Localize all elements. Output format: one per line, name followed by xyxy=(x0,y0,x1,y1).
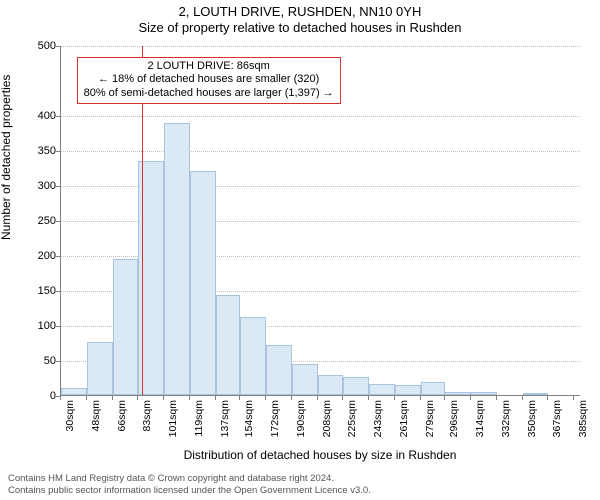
histogram-bar xyxy=(523,393,548,395)
title-main: 2, LOUTH DRIVE, RUSHDEN, NN10 0YH xyxy=(0,4,600,19)
annotation-line-2: ← 18% of detached houses are smaller (32… xyxy=(84,73,334,87)
x-tick-label: 279sqm xyxy=(424,400,436,437)
x-tick-label: 296sqm xyxy=(448,400,460,437)
x-tick-mark xyxy=(112,396,113,400)
x-tick-mark xyxy=(86,396,87,400)
histogram-bar xyxy=(343,377,369,395)
x-tick-mark xyxy=(420,396,421,400)
x-tick-mark xyxy=(291,396,292,400)
y-tick-label: 250 xyxy=(16,215,56,227)
histogram-bar xyxy=(240,317,266,395)
footer-line-2: Contains public sector information licen… xyxy=(8,485,371,496)
histogram-bar xyxy=(87,342,113,395)
x-tick-label: 83sqm xyxy=(141,400,153,432)
x-tick-label: 172sqm xyxy=(269,400,281,437)
gridline xyxy=(61,151,580,152)
x-tick-mark xyxy=(189,396,190,400)
histogram-bar xyxy=(395,385,421,395)
x-tick-mark xyxy=(265,396,266,400)
x-tick-label: 350sqm xyxy=(526,400,538,437)
x-tick-label: 225sqm xyxy=(346,400,358,437)
y-tick-label: 150 xyxy=(16,285,56,297)
histogram-bar xyxy=(421,382,446,395)
y-tick-label: 300 xyxy=(16,180,56,192)
x-tick-label: 243sqm xyxy=(372,400,384,437)
x-tick-mark xyxy=(522,396,523,400)
x-tick-mark xyxy=(573,396,574,400)
title-sub: Size of property relative to detached ho… xyxy=(0,20,600,35)
x-axis-label: Distribution of detached houses by size … xyxy=(60,448,580,462)
y-tick-label: 100 xyxy=(16,320,56,332)
footer-text: Contains HM Land Registry data © Crown c… xyxy=(8,473,592,496)
y-tick-label: 200 xyxy=(16,250,56,262)
histogram-bar xyxy=(292,364,318,396)
histogram-bar xyxy=(369,384,395,395)
x-tick-label: 261sqm xyxy=(398,400,410,437)
histogram-bar xyxy=(190,171,216,395)
annotation-line-1: 2 LOUTH DRIVE: 86sqm xyxy=(84,60,334,74)
x-tick-label: 101sqm xyxy=(167,400,179,437)
x-tick-label: 119sqm xyxy=(193,400,205,437)
x-tick-label: 137sqm xyxy=(219,400,231,437)
x-tick-mark xyxy=(317,396,318,400)
y-tick-mark xyxy=(56,116,60,117)
histogram-bar xyxy=(266,345,292,395)
footer-line-1: Contains HM Land Registry data © Crown c… xyxy=(8,473,334,484)
x-tick-label: 314sqm xyxy=(474,400,486,437)
y-tick-mark xyxy=(56,46,60,47)
y-tick-mark xyxy=(56,326,60,327)
x-tick-mark xyxy=(496,396,497,400)
annotation-line-3: 80% of semi-detached houses are larger (… xyxy=(84,87,334,101)
y-tick-mark xyxy=(56,151,60,152)
histogram-bar xyxy=(164,123,190,395)
chart-container: 2, LOUTH DRIVE, RUSHDEN, NN10 0YH Size o… xyxy=(0,0,600,500)
x-tick-mark xyxy=(137,396,138,400)
x-tick-label: 66sqm xyxy=(116,400,128,432)
histogram-bar xyxy=(216,295,241,395)
histogram-bar xyxy=(113,259,138,396)
annotation-box: 2 LOUTH DRIVE: 86sqm ← 18% of detached h… xyxy=(77,57,341,104)
plot-area: 2 LOUTH DRIVE: 86sqm ← 18% of detached h… xyxy=(60,46,580,396)
x-tick-mark xyxy=(547,396,548,400)
x-tick-mark xyxy=(163,396,164,400)
x-tick-label: 154sqm xyxy=(243,400,255,437)
y-tick-label: 400 xyxy=(16,110,56,122)
y-tick-mark xyxy=(56,221,60,222)
x-tick-label: 190sqm xyxy=(295,400,307,437)
x-tick-mark xyxy=(394,396,395,400)
x-tick-label: 385sqm xyxy=(577,400,589,437)
x-tick-mark xyxy=(444,396,445,400)
x-tick-mark xyxy=(342,396,343,400)
x-tick-label: 367sqm xyxy=(551,400,563,437)
gridline xyxy=(61,46,580,47)
x-tick-label: 332sqm xyxy=(500,400,512,437)
y-tick-mark xyxy=(56,256,60,257)
y-tick-label: 350 xyxy=(16,145,56,157)
histogram-bar xyxy=(61,388,87,395)
y-tick-mark xyxy=(56,186,60,187)
y-tick-label: 500 xyxy=(16,40,56,52)
x-tick-label: 30sqm xyxy=(64,400,76,432)
y-tick-label: 50 xyxy=(16,355,56,367)
y-tick-label: 0 xyxy=(16,390,56,402)
histogram-bar xyxy=(318,375,343,395)
y-tick-mark xyxy=(56,361,60,362)
histogram-bar xyxy=(471,392,497,396)
x-tick-label: 208sqm xyxy=(321,400,333,437)
y-axis-label: Number of detached properties xyxy=(0,75,13,240)
gridline xyxy=(61,116,580,117)
x-tick-mark xyxy=(470,396,471,400)
x-tick-mark xyxy=(239,396,240,400)
x-tick-label: 48sqm xyxy=(90,400,102,432)
x-tick-mark xyxy=(368,396,369,400)
x-tick-mark xyxy=(60,396,61,400)
y-tick-mark xyxy=(56,291,60,292)
histogram-bar xyxy=(445,392,471,396)
x-tick-mark xyxy=(215,396,216,400)
